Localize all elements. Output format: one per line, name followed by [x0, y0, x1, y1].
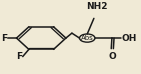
Text: NH2: NH2 [86, 2, 107, 11]
Text: F: F [16, 52, 22, 61]
Text: O: O [108, 52, 116, 61]
Text: F: F [1, 34, 7, 43]
Text: Abs: Abs [81, 35, 94, 41]
Text: OH: OH [122, 34, 137, 43]
